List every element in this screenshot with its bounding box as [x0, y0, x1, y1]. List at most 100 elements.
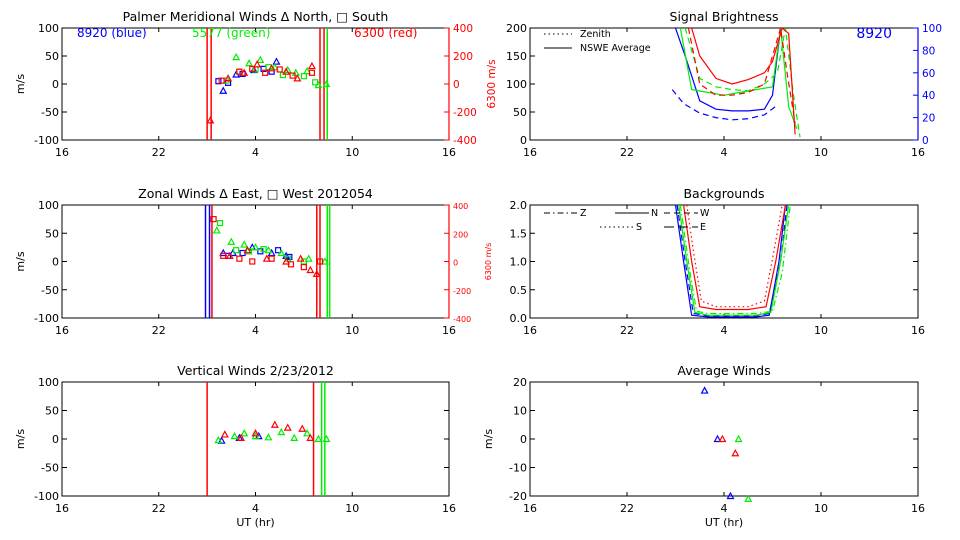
meridional-point-green-north [322, 79, 331, 88]
backgrounds-x-tick-label: 16 [523, 324, 537, 337]
zonal-y-label: m/s [14, 251, 27, 271]
zonal-point-red-west [268, 255, 275, 262]
meridional-y2-tick-label: 200 [453, 51, 473, 63]
zonal-point-green-west [233, 247, 240, 254]
zonal-x-tick-label: 16 [55, 324, 69, 337]
zonal-y2-tick-label: -200 [453, 287, 471, 296]
meridional-x-tick-label: 10 [345, 146, 359, 159]
backgrounds-series-red-curve [682, 205, 787, 311]
zonal-point-red-east [243, 245, 252, 254]
meridional-point-blue-north [272, 57, 281, 65]
backgrounds-x-tick-label: 22 [620, 324, 634, 337]
zonal-title: Zonal Winds Δ East, □ West 2012054 [138, 186, 373, 201]
brightness-legend-label: NSWE Average [580, 43, 651, 54]
zonal-x-tick-label: 4 [252, 324, 259, 337]
average-point-red [718, 434, 727, 443]
meridional-point-green-north [245, 59, 254, 67]
brightness-series-red-solid [691, 28, 796, 135]
meridional-point-blue-south [215, 78, 222, 85]
zonal-y-tick-label: -50 [41, 284, 59, 297]
vertical-point-red [270, 420, 279, 428]
meridional-point-red-north [293, 74, 302, 82]
backgrounds-y-tick-label: 2.0 [510, 199, 528, 212]
brightness-y-tick-label: 150 [506, 50, 527, 63]
meridional-point-green-south [312, 79, 319, 86]
zonal-y-tick-label: 0 [52, 256, 59, 269]
vertical-point-green [303, 429, 312, 437]
zonal-y2-tick-label: 0 [453, 259, 458, 268]
zonal-point-red-east [312, 269, 321, 278]
meridional-point-red-north [206, 116, 215, 124]
zonal-point-red-west [316, 258, 324, 265]
average-point-blue [700, 386, 709, 394]
average-y-tick-label: 20 [513, 376, 527, 389]
zonal-point-red-west [220, 252, 227, 259]
meridional-y-tick-label: -100 [34, 134, 59, 147]
zonal-x-tick-label: 16 [442, 324, 456, 337]
meridional-y2-tick-label: 0 [453, 79, 460, 91]
vertical-x-tick-label: 22 [152, 502, 166, 515]
average-x-tick-label: 16 [523, 502, 537, 515]
vertical-point-green [277, 427, 286, 436]
zonal-point-green-west [260, 245, 267, 253]
meridional-point-red-north [240, 68, 249, 76]
zonal-y-tick-label: 50 [45, 227, 59, 240]
zonal-point-green-east [264, 245, 273, 254]
zonal-point-green-west [216, 219, 224, 227]
zonal-axes-frame [61, 204, 450, 319]
zonal-point-red-east [282, 257, 291, 265]
backgrounds-y-tick-label: 1.0 [510, 256, 528, 269]
zonal-point-red-west [236, 255, 243, 262]
vertical-point-red [283, 423, 292, 431]
meridional-y-tick-label: 50 [45, 50, 59, 63]
average-y-label: m/s [482, 429, 495, 449]
zonal-point-red-west [287, 261, 295, 268]
vertical-title: Vertical Winds 2/23/2012 [177, 363, 334, 378]
meridional-x-tick-label: 4 [252, 146, 259, 159]
legend-blue: 8920 (blue) [77, 26, 147, 40]
average-x-tick-label: 4 [721, 502, 728, 515]
average-point-green [734, 434, 743, 443]
meridional-title: Palmer Meridional Winds Δ North, □ South [123, 9, 389, 24]
meridional-x-tick-label: 16 [55, 146, 69, 159]
vertical-point-green [322, 434, 331, 443]
zonal-y-tick-label: 100 [38, 199, 59, 212]
vertical-x-tick-label: 10 [345, 502, 359, 515]
brightness-series-blue-dashed [671, 89, 777, 121]
vertical-x-tick-label: 16 [442, 502, 456, 515]
average-x-tick-label: 16 [911, 502, 925, 515]
brightness-y-tick-label: 50 [513, 106, 527, 119]
backgrounds-legend-label: S [636, 222, 642, 233]
meridional-y2-tick-label: -400 [453, 135, 477, 147]
meridional-point-green-south [279, 71, 287, 79]
vertical-point-red [236, 433, 245, 441]
zonal-point-green-east [227, 237, 236, 245]
zonal-y2-tick-label: -400 [453, 315, 471, 324]
meridional-point-red-north [307, 61, 316, 70]
zonal-y-tick-label: -100 [34, 312, 59, 325]
vertical-point-red [251, 429, 260, 437]
meridional-point-red-south [308, 69, 316, 76]
vertical-point-red [220, 430, 229, 438]
backgrounds-x-tick-label: 16 [911, 324, 925, 337]
backgrounds-series-red-dotted [686, 205, 783, 308]
meridional-y2-tick-label: 400 [453, 23, 473, 35]
brightness-corner-label: 8920 [856, 26, 892, 42]
vertical-point-green [264, 433, 273, 441]
zonal-point-red-east [225, 251, 234, 259]
average-title: Average Winds [677, 363, 770, 378]
average-y-tick-label: 10 [513, 405, 527, 418]
brightness-y2-tick-label: 0 [922, 135, 929, 147]
backgrounds-axes-frame [529, 204, 919, 319]
average-x-tick-label: 10 [814, 502, 828, 515]
zonal-point-green-east [240, 240, 249, 248]
average-y-tick-label: -10 [509, 462, 527, 475]
meridional-point-green-south [300, 73, 307, 80]
zonal-y2-tick-label: 400 [453, 202, 468, 211]
meridional-point-red-south [236, 68, 243, 75]
zonal-point-green-west [245, 248, 253, 255]
vertical-x-label: UT (hr) [236, 516, 274, 529]
brightness-x-tick-label: 16 [523, 146, 537, 159]
meridional-point-red-north [224, 74, 233, 82]
